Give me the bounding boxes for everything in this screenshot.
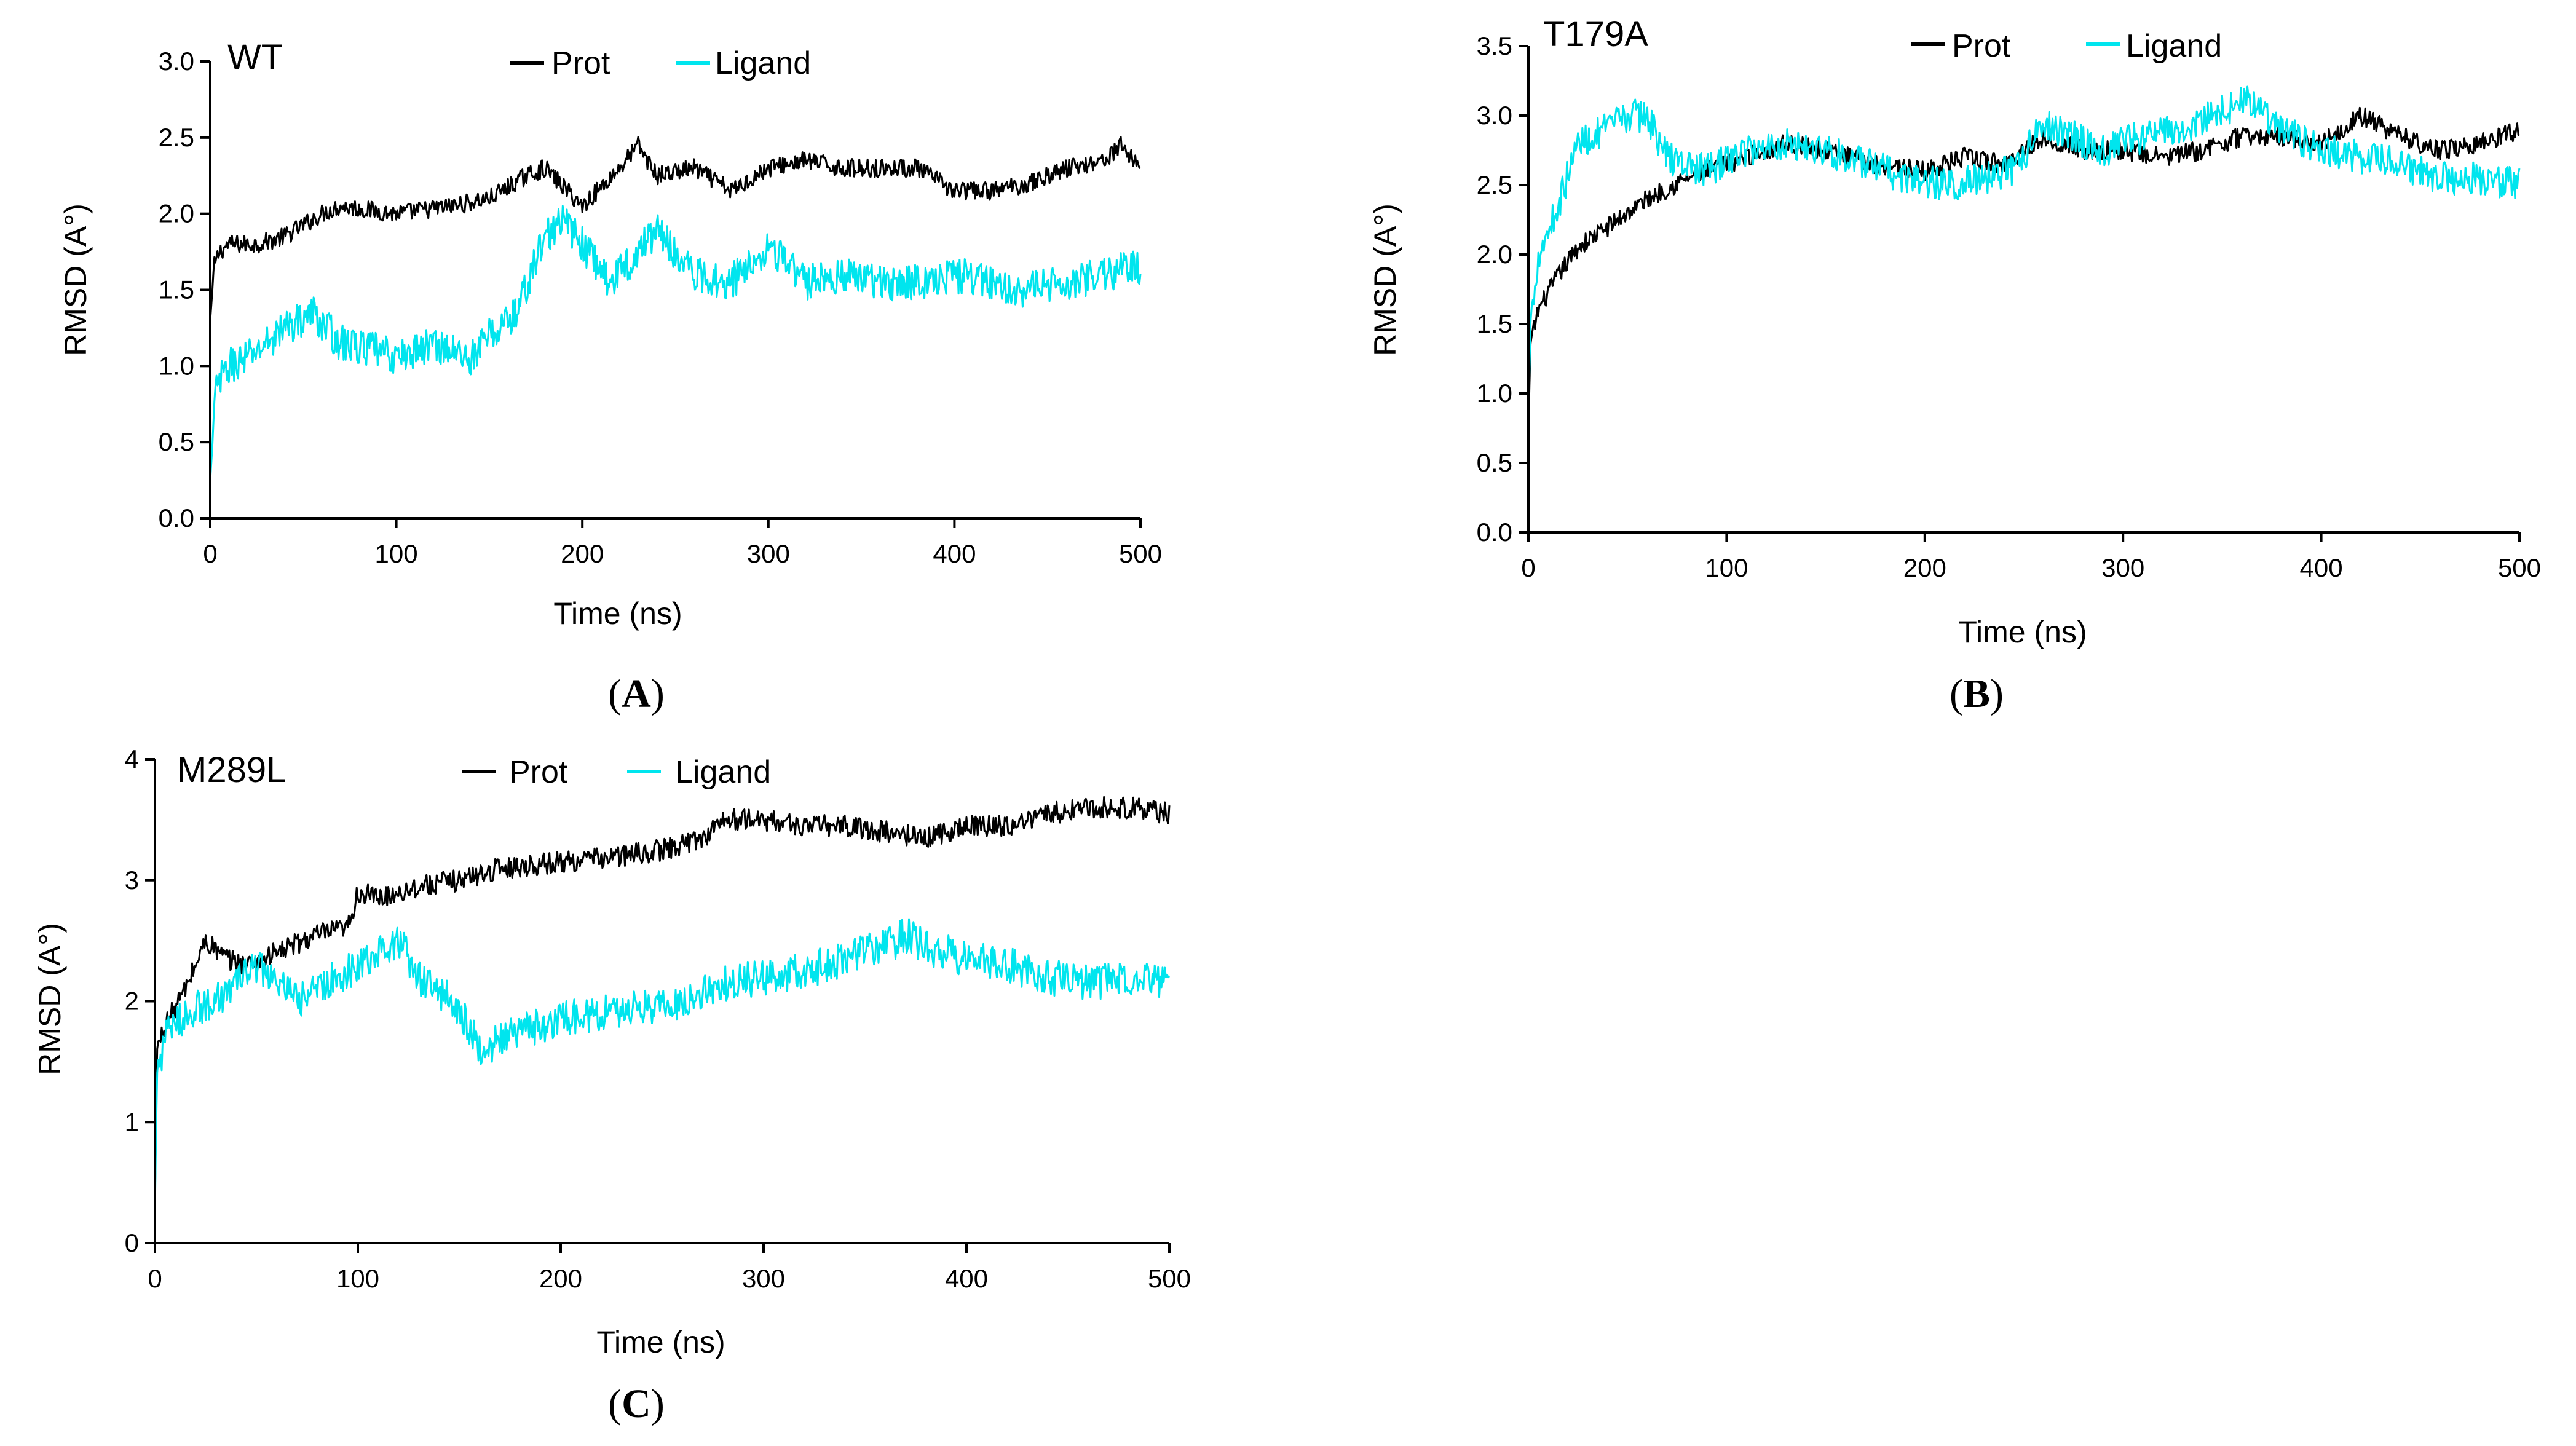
chart-title: M289L — [177, 750, 286, 790]
x-axis-label: Time (ns) — [1958, 615, 2087, 649]
y-axis-label: RMSD (A°) — [1368, 203, 1402, 356]
series-line-prot — [209, 136, 1141, 321]
x-tick-label: 100 — [1705, 553, 1748, 582]
y-tick-label: 1.0 — [159, 351, 194, 380]
x-tick-label: 200 — [561, 539, 604, 568]
x-tick-label: 200 — [1903, 553, 1946, 582]
caption-close: ) — [651, 1381, 665, 1426]
y-axis-label: RMSD (A°) — [58, 203, 93, 356]
y-tick-label: 1.5 — [1477, 309, 1512, 338]
legend: Prot Ligand — [1911, 28, 2222, 64]
y-tick-label: 0.5 — [159, 427, 194, 456]
series-line-ligand — [209, 205, 1142, 481]
legend-label-ligand: Ligand — [2126, 28, 2222, 64]
series-line-prot — [154, 796, 1171, 1207]
panel-caption: (B) — [1950, 671, 2004, 716]
plot-area: 0.0 0.5 1.0 1.5 2.0 2.5 3.0 0 100 200 300 400 500 — [159, 47, 1162, 568]
y-tick-label: 3 — [125, 866, 139, 895]
legend: Prot Ligand — [510, 45, 811, 81]
x-tick-label: 100 — [336, 1264, 379, 1293]
plot-area: 0 1 2 3 4 0 100 200 300 400 500 — [125, 745, 1191, 1293]
x-tick-label: 0 — [148, 1264, 162, 1293]
x-tick-label: 400 — [945, 1264, 988, 1293]
legend: Prot Ligand — [462, 754, 771, 790]
y-tick-label: 0.0 — [159, 504, 194, 532]
caption-open: ( — [1950, 671, 1963, 716]
caption-open: ( — [608, 671, 622, 716]
panel-caption: (C) — [608, 1381, 665, 1426]
y-tick-label: 2 — [125, 987, 139, 1016]
y-tick-label: 2.5 — [159, 123, 194, 152]
y-tick-label: 2.5 — [1477, 170, 1512, 199]
caption-close: ) — [1990, 671, 2004, 716]
y-tick-label: 0 — [125, 1228, 139, 1257]
x-tick-label: 400 — [933, 539, 976, 568]
x-tick-label: 500 — [1119, 539, 1162, 568]
x-tick-label: 300 — [742, 1264, 785, 1293]
x-tick-label: 500 — [2498, 553, 2541, 582]
x-tick-label: 400 — [2300, 553, 2343, 582]
chart-panel-a: WT Prot Ligand RMSD (A°) Time (ns) (A) 0… — [58, 38, 1162, 716]
y-tick-label: 1.0 — [1477, 379, 1512, 408]
x-axis-label: Time (ns) — [553, 596, 682, 631]
y-tick-label: 0.5 — [1477, 448, 1512, 477]
x-tick-label: 0 — [203, 539, 217, 568]
y-tick-label: 1 — [125, 1107, 139, 1136]
x-tick-label: 300 — [747, 539, 790, 568]
x-tick-label: 0 — [1521, 553, 1535, 582]
caption-letter: A — [622, 671, 651, 716]
x-tick-label: 500 — [1148, 1264, 1191, 1293]
x-axis-label: Time (ns) — [596, 1325, 725, 1359]
y-tick-label: 3.0 — [1477, 101, 1512, 130]
y-tick-label: 2.0 — [1477, 240, 1512, 269]
x-tick-label: 100 — [375, 539, 418, 568]
legend-label-prot: Prot — [509, 754, 568, 790]
series-line-ligand — [154, 918, 1171, 1213]
chart-panel-c: M289L Prot Ligand RMSD (A°) Time (ns) (C… — [33, 745, 1191, 1426]
plot-area: 0.0 0.5 1.0 1.5 2.0 2.5 3.0 3.5 0 100 200 300 400 500 — [1477, 31, 2541, 582]
chart-panel-b: T179A Prot Ligand RMSD (A°) Time (ns) (B… — [1368, 14, 2541, 716]
chart-title: WT — [227, 38, 283, 77]
y-tick-label: 2.0 — [159, 199, 194, 228]
y-tick-label: 1.5 — [159, 275, 194, 304]
panel-caption: (A) — [608, 671, 665, 716]
y-tick-label: 3.5 — [1477, 31, 1512, 60]
legend-label-prot: Prot — [1952, 28, 2011, 64]
x-tick-label: 300 — [2101, 553, 2144, 582]
chart-title: T179A — [1543, 14, 1648, 54]
y-axis-label: RMSD (A°) — [33, 923, 67, 1075]
x-tick-label: 200 — [539, 1264, 582, 1293]
caption-close: ) — [651, 671, 665, 716]
legend-label-ligand: Ligand — [675, 754, 771, 790]
legend-label-prot: Prot — [551, 45, 610, 81]
legend-label-ligand: Ligand — [715, 45, 811, 81]
caption-open: ( — [608, 1381, 622, 1426]
caption-letter: B — [1963, 671, 1990, 716]
y-tick-label: 3.0 — [159, 47, 194, 76]
caption-letter: C — [622, 1381, 651, 1426]
y-tick-label: 4 — [125, 745, 139, 773]
series-line-ligand — [1527, 85, 2521, 422]
y-tick-label: 0.0 — [1477, 518, 1512, 547]
